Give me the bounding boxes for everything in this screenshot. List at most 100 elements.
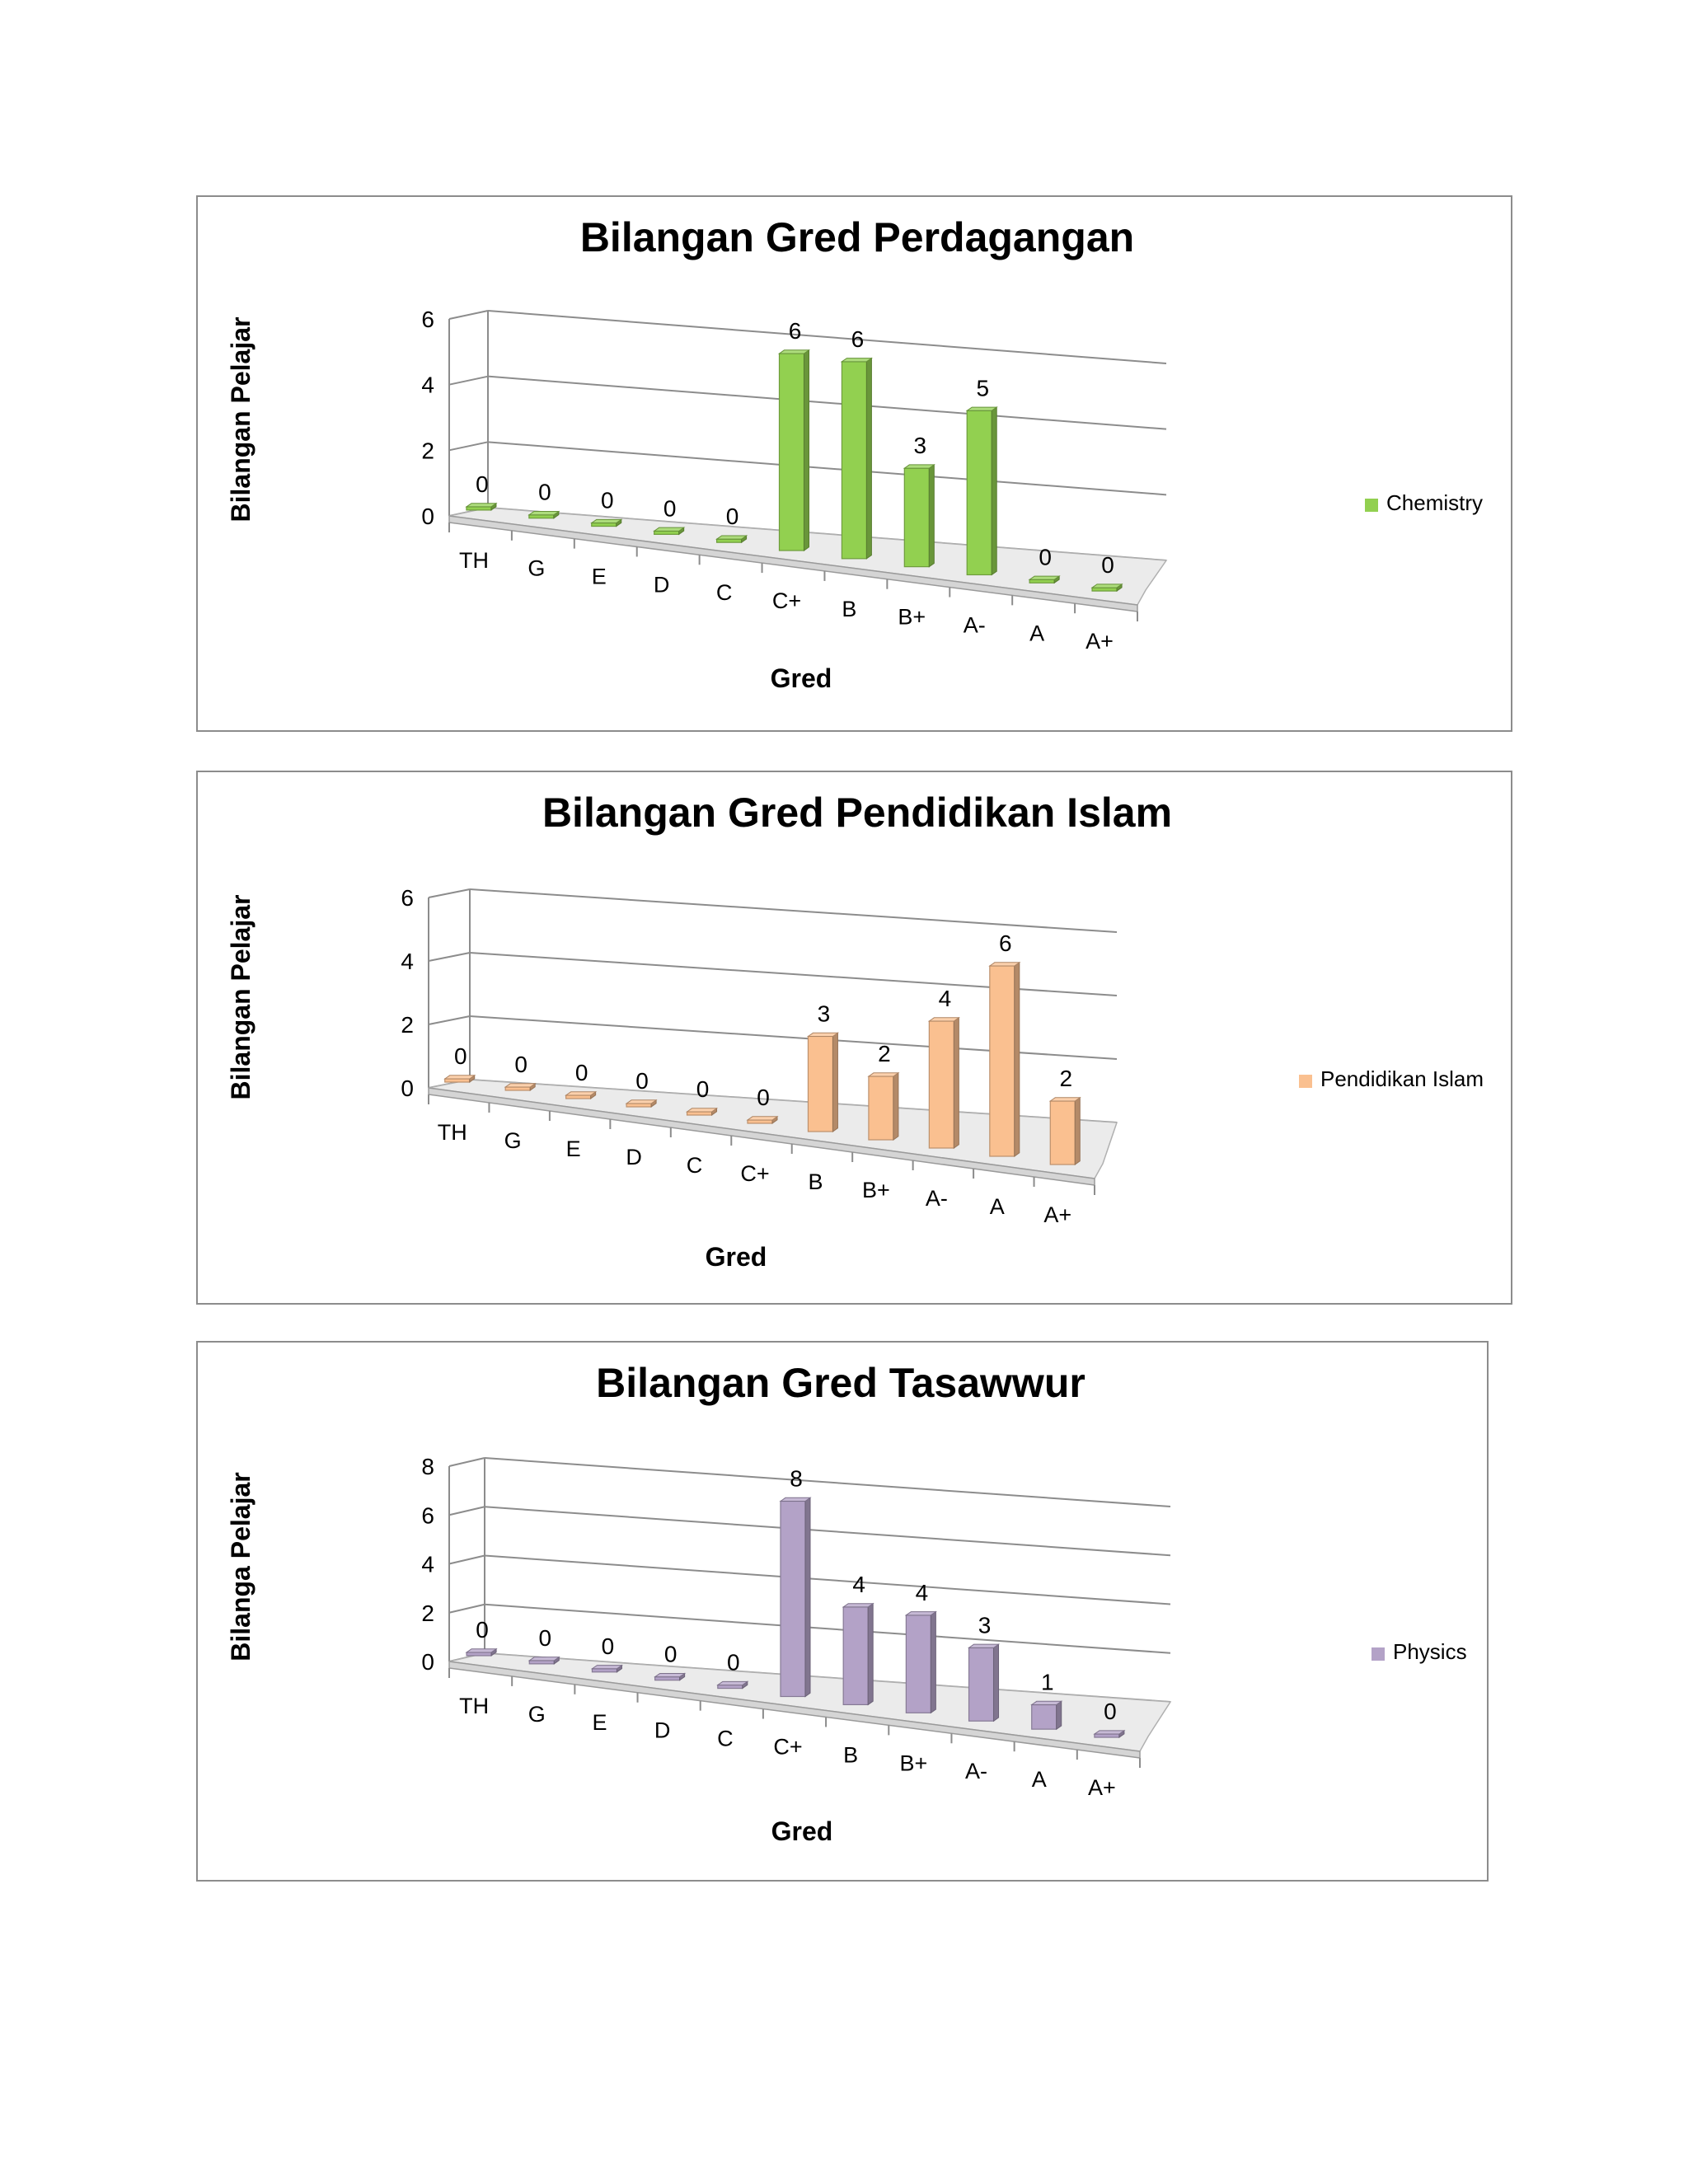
bar-front bbox=[1029, 579, 1055, 583]
data-label: 0 bbox=[601, 488, 614, 513]
data-label: 0 bbox=[757, 1085, 770, 1110]
bar-front bbox=[1049, 1100, 1076, 1165]
bar-E bbox=[565, 1090, 598, 1099]
x-tick-label: C bbox=[687, 1153, 703, 1178]
bar-front bbox=[842, 1606, 869, 1706]
side-gridline bbox=[448, 1603, 485, 1614]
bar-top bbox=[842, 1603, 874, 1608]
bar-side bbox=[1014, 961, 1020, 1157]
data-label: 0 bbox=[476, 1617, 489, 1643]
bar-B+ bbox=[867, 1071, 900, 1141]
x-tick-label: E bbox=[592, 565, 607, 589]
bar-E bbox=[590, 1664, 624, 1673]
bar-top bbox=[965, 406, 998, 411]
bar-top bbox=[465, 503, 498, 508]
gridline bbox=[484, 1603, 1171, 1654]
x-tick-label: TH bbox=[438, 1120, 467, 1145]
data-label: 4 bbox=[852, 1572, 865, 1597]
y-tick-label: 6 bbox=[421, 1502, 434, 1528]
side-gridline bbox=[448, 1457, 485, 1467]
legend-swatch bbox=[1299, 1075, 1312, 1088]
gridline bbox=[484, 1554, 1171, 1605]
x-tick-label: A+ bbox=[1043, 1202, 1071, 1227]
y-tick-label: 0 bbox=[421, 1649, 434, 1675]
data-label: 5 bbox=[976, 375, 989, 401]
bar-side bbox=[804, 1497, 811, 1698]
bar-front bbox=[466, 506, 492, 511]
bar-TH bbox=[465, 1647, 498, 1657]
bar-front bbox=[466, 1652, 492, 1657]
x-tick-label: B+ bbox=[899, 1750, 927, 1775]
bar-top bbox=[903, 464, 935, 469]
bar-D bbox=[653, 527, 686, 536]
bar-C+ bbox=[777, 349, 811, 551]
bar-top bbox=[867, 1072, 900, 1077]
bar-side bbox=[953, 1016, 959, 1149]
bar-front bbox=[928, 1020, 954, 1149]
data-label: 0 bbox=[727, 1650, 740, 1675]
x-tick-label: B+ bbox=[898, 605, 926, 630]
data-label: 6 bbox=[999, 930, 1012, 956]
bar-front bbox=[780, 1500, 806, 1698]
bar-top bbox=[443, 1075, 476, 1080]
x-tick-label: C bbox=[717, 1727, 734, 1751]
bar-side bbox=[928, 463, 935, 568]
bar-side bbox=[804, 349, 809, 551]
gridline bbox=[487, 375, 1167, 430]
bar-top bbox=[565, 1091, 598, 1096]
gridline bbox=[484, 1457, 1171, 1507]
gridline bbox=[484, 1506, 1171, 1557]
data-label: 0 bbox=[602, 1633, 615, 1659]
bar-side bbox=[893, 1071, 899, 1141]
y-tick-label: 0 bbox=[401, 1076, 414, 1101]
bar-front bbox=[686, 1111, 713, 1116]
bar-top bbox=[904, 1611, 937, 1616]
bar-G bbox=[504, 1082, 537, 1091]
side-gridline bbox=[448, 310, 489, 320]
bar-top bbox=[685, 1108, 719, 1113]
x-tick-label: B+ bbox=[862, 1178, 890, 1202]
data-label: 0 bbox=[454, 1043, 467, 1069]
bar-A bbox=[988, 961, 1021, 1157]
data-label: 0 bbox=[1104, 1699, 1117, 1724]
bar-front bbox=[591, 522, 617, 527]
x-tick-label: B bbox=[842, 597, 856, 621]
bar-C bbox=[715, 535, 748, 544]
x-tick-label: B bbox=[843, 1742, 858, 1767]
x-tick-label: A- bbox=[965, 1759, 987, 1783]
bar-C+ bbox=[746, 1115, 779, 1124]
bar-side bbox=[930, 1610, 936, 1714]
bar-TH bbox=[443, 1074, 476, 1083]
bar-C+ bbox=[779, 1497, 812, 1698]
x-axis-title: Gred bbox=[771, 663, 832, 693]
gridline bbox=[487, 310, 1167, 364]
bar-top bbox=[528, 511, 560, 516]
bar-front bbox=[1031, 1704, 1057, 1730]
bar-top bbox=[590, 518, 623, 524]
y-axis-title: Bilanga Pelajar bbox=[226, 1472, 256, 1661]
bar-B+ bbox=[903, 463, 935, 568]
bar-front bbox=[903, 467, 930, 568]
bar-top bbox=[653, 527, 686, 532]
side-gridline bbox=[428, 952, 471, 962]
gridline bbox=[469, 888, 1118, 933]
x-axis-title: Gred bbox=[771, 1816, 833, 1846]
bar-front bbox=[807, 1035, 834, 1132]
x-tick-label: C+ bbox=[773, 1735, 802, 1760]
chart-svg-1: Bilangan Gred Perdagangan 0 2 4 6 0 TH 0 G 0 E 0 D 0 C… bbox=[226, 214, 1483, 693]
bar-front bbox=[905, 1615, 931, 1713]
legend-label: Physics bbox=[1393, 1639, 1467, 1664]
data-label: 6 bbox=[789, 318, 802, 344]
data-label: 0 bbox=[538, 480, 551, 505]
bar-top bbox=[716, 1680, 749, 1686]
side-gridline bbox=[448, 441, 489, 452]
bar-top bbox=[625, 1099, 658, 1104]
x-tick-label: A bbox=[1029, 621, 1044, 645]
data-label: 4 bbox=[939, 986, 952, 1011]
bar-A- bbox=[927, 1016, 960, 1149]
bar-side bbox=[865, 357, 872, 560]
bar-top bbox=[590, 1665, 624, 1670]
bar-side bbox=[993, 1643, 1000, 1722]
bar-top bbox=[504, 1083, 537, 1088]
data-label: 0 bbox=[635, 1068, 649, 1094]
